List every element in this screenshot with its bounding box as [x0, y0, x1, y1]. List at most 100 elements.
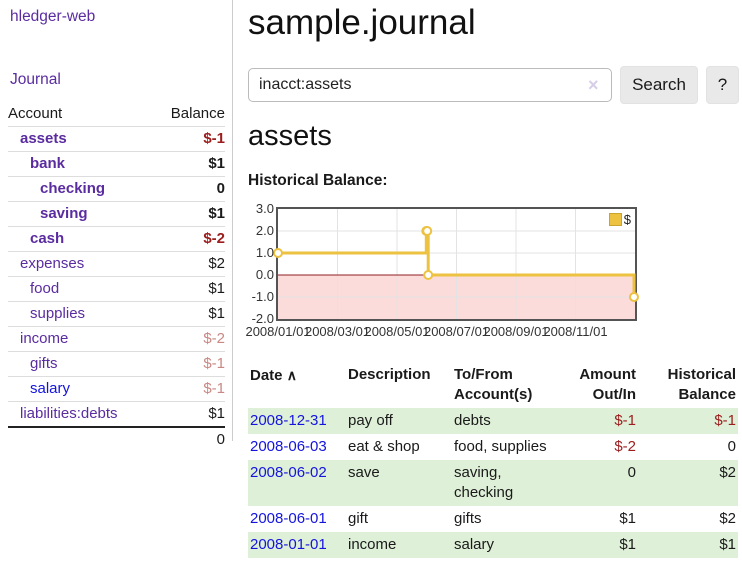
account-balance: $1 — [153, 301, 225, 327]
account-link[interactable]: checking — [40, 180, 106, 197]
search-button[interactable]: Search — [620, 66, 698, 104]
register-header-row: Date ∧ Description To/From Account(s) Amount… — [248, 362, 738, 408]
table-row: 2008-12-31 pay off debts $-1 $-1 — [248, 408, 738, 434]
account-balance: $-2 — [153, 326, 225, 352]
chart-legend: $ — [608, 212, 631, 227]
clear-search-icon[interactable]: × — [588, 75, 599, 95]
accounts-cell: gifts — [454, 510, 482, 527]
account-balance: $1 — [153, 201, 225, 227]
account-link[interactable]: supplies — [30, 305, 86, 322]
account-link[interactable]: income — [20, 330, 69, 347]
balance-cell: 0 — [727, 438, 736, 455]
date-link[interactable]: 2008-12-31 — [250, 412, 327, 429]
account-link[interactable]: saving — [40, 205, 88, 222]
date-link[interactable]: 2008-06-01 — [250, 510, 327, 527]
sidebar: hledger-web Journal Account Balance asse… — [0, 0, 233, 452]
chart-y-axis-label: -1.0 — [251, 289, 274, 304]
description-cell: save — [346, 460, 452, 506]
account-row: supplies $1 — [8, 301, 225, 327]
balance-cell: $2 — [638, 460, 738, 506]
chart-x-axis-label: 2008/09/01 — [483, 324, 549, 339]
historical-balance-chart: $ 3.0 2.0 1.0 0.0 -1.0 -2.0 2008/01/01 2008/03/… — [245, 200, 742, 348]
account-row: cash $-2 — [8, 226, 225, 252]
amount-cell: $-2 — [614, 438, 636, 455]
chart-title: Historical Balance: — [248, 172, 388, 189]
account-row: bank $1 — [8, 151, 225, 177]
description-cell: eat & shop — [348, 438, 420, 455]
sort-asc-icon: ∧ — [286, 367, 297, 383]
account-link[interactable]: liabilities:debts — [20, 405, 118, 422]
account-balance: $-2 — [153, 226, 225, 252]
account-link[interactable]: cash — [30, 230, 65, 247]
account-link[interactable]: assets — [20, 130, 67, 147]
amount-cell: $1 — [619, 510, 636, 527]
account-balance: $1 — [153, 401, 225, 427]
column-header-date[interactable]: Date ∧ — [250, 367, 297, 384]
accounts-cell: food, supplies — [454, 438, 547, 455]
register-table: Date ∧ Description To/From Account(s) Amount… — [248, 362, 738, 558]
accounts-cell: saving, checking — [452, 460, 576, 506]
chart-y-axis-label: -2.0 — [251, 311, 274, 326]
account-row: food $1 — [8, 276, 225, 302]
chart-x-axis-label: 2008/05/01 — [364, 324, 430, 339]
amount-cell: 0 — [576, 460, 638, 506]
account-balance: 0 — [153, 176, 225, 202]
account-row: assets $-1 — [8, 126, 225, 152]
legend-swatch-icon — [608, 213, 622, 226]
accounts-header-row: Account Balance — [8, 102, 225, 127]
date-link[interactable]: 2008-01-01 — [250, 536, 327, 553]
accounts-table: Account Balance assets $-1 bank $1 checking 0… — [8, 102, 225, 452]
account-row: checking 0 — [8, 176, 225, 202]
table-row: 2008-06-02 save saving, checking 0 $2 — [248, 460, 738, 506]
accounts-header-account: Account — [8, 105, 63, 122]
date-link[interactable]: 2008-06-03 — [250, 438, 327, 455]
chart-y-axis-label: 0.0 — [255, 267, 274, 282]
account-link[interactable]: expenses — [20, 255, 85, 272]
sidebar-item-journal[interactable]: Journal — [10, 71, 61, 88]
column-header-description: Description — [348, 366, 431, 383]
account-row: expenses $2 — [8, 251, 225, 277]
balance-cell: $-1 — [638, 408, 738, 434]
account-balance: $-1 — [153, 376, 225, 402]
account-row: saving $1 — [8, 201, 225, 227]
account-balance: $1 — [153, 276, 225, 302]
balance-cell: $2 — [719, 510, 736, 527]
chart-x-axis-label: 2008/11/01 — [543, 324, 608, 339]
account-balance: $-1 — [153, 126, 225, 152]
description-cell: gift — [348, 510, 369, 527]
main-content: sample.journal × Search ? assets Histori… — [245, 0, 742, 582]
account-link[interactable]: salary — [30, 380, 71, 397]
column-header-amount: Amount Out/In — [579, 366, 636, 403]
help-button[interactable]: ? — [706, 66, 739, 104]
balance-cell: $1 — [638, 532, 738, 558]
accounts-header-balance: Balance — [170, 105, 225, 122]
column-header-historical: Historical Balance — [667, 366, 736, 403]
account-link[interactable]: food — [30, 280, 60, 297]
accounts-cell: debts — [452, 408, 576, 434]
column-header-to-from: To/From Account(s) — [454, 366, 533, 403]
table-row: 2008-01-01 income salary $1 $1 — [248, 532, 738, 558]
legend-label: $ — [623, 212, 631, 227]
chart-x-axis-label: 2008/03/01 — [304, 324, 371, 339]
account-title: assets — [248, 120, 332, 152]
accounts-total-row: 0 — [8, 426, 225, 452]
date-link[interactable]: 2008-06-02 — [250, 464, 327, 481]
account-link[interactable]: bank — [30, 155, 66, 172]
table-row: 2008-06-01 gift gifts $1 $2 — [248, 506, 738, 532]
description-cell: income — [346, 532, 452, 558]
account-link[interactable]: gifts — [30, 355, 58, 372]
chart-y-axis-label: 2.0 — [255, 223, 274, 238]
chart-x-axis-label: 2008/01/01 — [245, 324, 311, 339]
account-balance: $1 — [153, 151, 225, 177]
brand-link[interactable]: hledger-web — [10, 8, 96, 25]
search-form: × Search ? — [248, 66, 742, 104]
account-row: liabilities:debts $1 — [8, 401, 225, 427]
amount-cell: $-1 — [576, 408, 638, 434]
description-cell: pay off — [346, 408, 452, 434]
account-balance: $-1 — [153, 351, 225, 377]
page-title: sample.journal — [248, 3, 476, 42]
account-balance: $2 — [153, 251, 225, 277]
search-input[interactable] — [248, 68, 612, 102]
accounts-cell: salary — [452, 532, 576, 558]
chart-plot-area: $ — [273, 207, 639, 321]
